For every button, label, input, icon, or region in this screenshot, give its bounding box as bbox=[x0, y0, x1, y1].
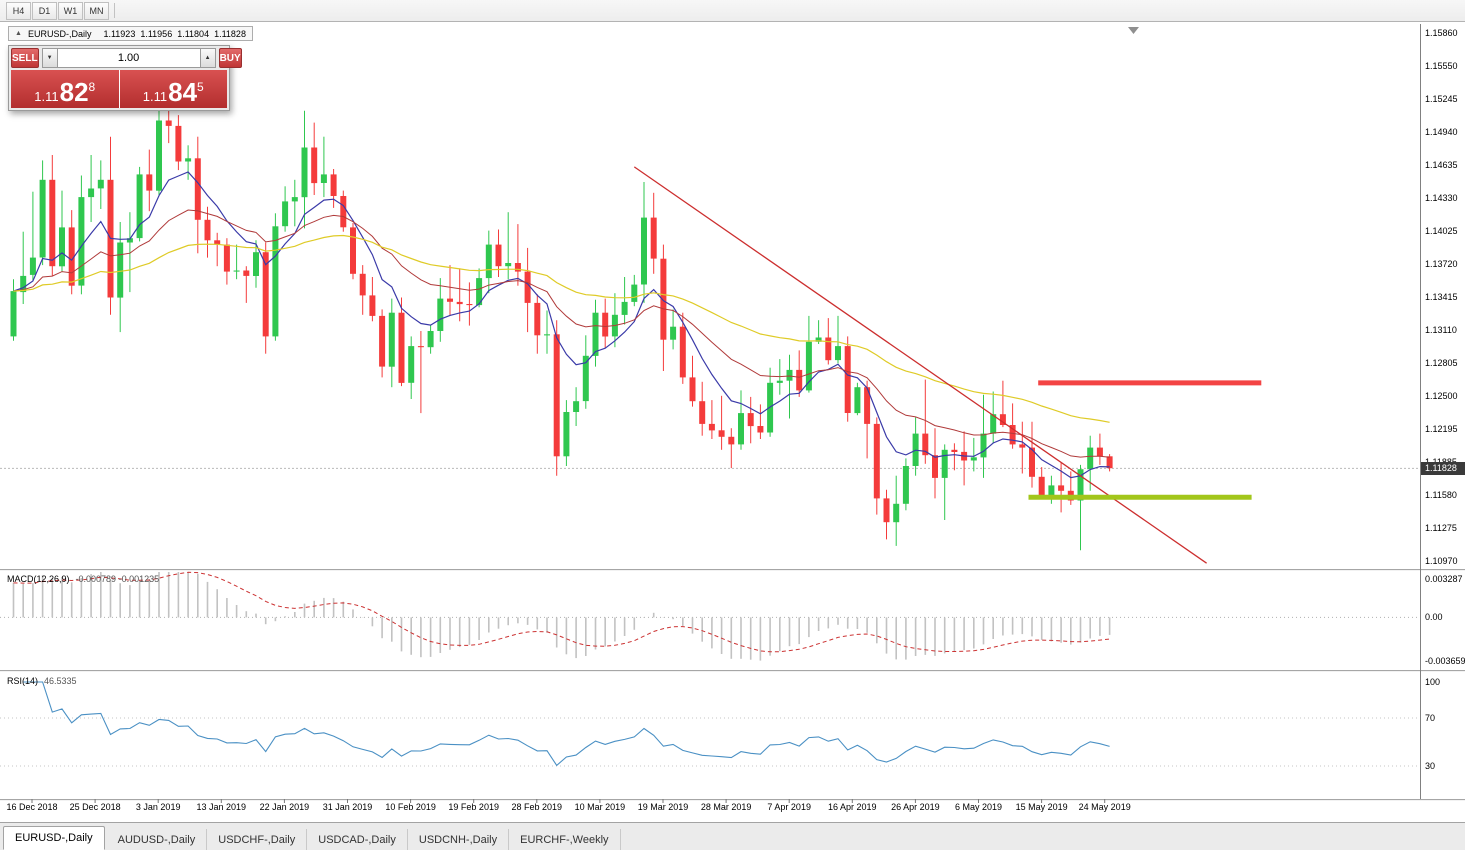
candles-layer bbox=[10, 104, 1113, 551]
chart-tab-eurusd-daily[interactable]: EURUSD-,Daily bbox=[3, 826, 105, 850]
volume-decrease-button[interactable]: ▼ bbox=[41, 48, 58, 68]
ohlc-open: 1.11923 bbox=[103, 28, 136, 39]
descending-trendline[interactable] bbox=[633, 166, 1207, 564]
sell-price-tile[interactable]: 1.11 82 8 bbox=[11, 70, 119, 108]
rsi-axis-label: 70 bbox=[1425, 713, 1436, 723]
rsi-value: 46.5335 bbox=[44, 676, 77, 686]
price-axis-label: 1.14025 bbox=[1425, 226, 1458, 237]
price-axis-label: 1.14940 bbox=[1425, 127, 1458, 138]
sell-button[interactable]: SELL bbox=[11, 48, 39, 68]
price-axis-label: 1.12805 bbox=[1425, 357, 1458, 368]
chart-tab-usdcnh-daily[interactable]: USDCNH-,Daily bbox=[408, 829, 510, 850]
price-axis-label: 1.13110 bbox=[1425, 324, 1457, 335]
buy-price-tile[interactable]: 1.11 84 5 bbox=[119, 70, 227, 108]
price-tile-divider bbox=[118, 70, 120, 108]
chart-canvas[interactable] bbox=[0, 0, 1465, 822]
price-axis-label: 1.11275 bbox=[1425, 523, 1457, 534]
trade-price-row: 1.11 82 8 1.11 84 5 bbox=[11, 70, 227, 108]
macd-axis-label: 0.00 bbox=[1425, 612, 1443, 623]
timeframe-group: H4 D1 W1 MN bbox=[6, 1, 110, 20]
price-axis-label: 1.11580 bbox=[1425, 490, 1457, 501]
macd-axis-label: 0.003287 bbox=[1425, 574, 1463, 584]
macd-axis-label: -0.003659 bbox=[1425, 656, 1465, 666]
volume-input[interactable] bbox=[57, 48, 200, 68]
top-toolbar: H4 D1 W1 MN bbox=[0, 0, 1465, 22]
ohlc-high: 1.11956 bbox=[140, 28, 173, 39]
chart-tab-usdchf-daily[interactable]: USDCHF-,Daily bbox=[207, 829, 308, 850]
sell-price-prefix: 1.11 bbox=[34, 89, 59, 104]
timeframe-mn[interactable]: MN bbox=[84, 1, 109, 20]
rsi-header: RSI(14) 46.5335 bbox=[7, 676, 77, 686]
rsi-axis-label: 30 bbox=[1425, 761, 1436, 771]
price-axis[interactable]: 1.15860 1.15550 1.15245 1.14940 1.14635 1.143… bbox=[1422, 0, 1465, 822]
price-axis-label: 1.14330 bbox=[1425, 193, 1458, 204]
rsi-axis-label: 100 bbox=[1425, 677, 1441, 687]
current-price-label: 1.11828 bbox=[1421, 461, 1465, 475]
price-axis-label: 1.15245 bbox=[1425, 94, 1458, 105]
macd-label: MACD(12,26,9) bbox=[7, 574, 70, 584]
price-axis-label: 1.13720 bbox=[1425, 259, 1458, 270]
price-axis-label: 1.10970 bbox=[1425, 556, 1458, 566]
buy-price-sup: 5 bbox=[197, 80, 204, 94]
macd-histogram bbox=[12, 572, 1111, 661]
price-axis-label: 1.14635 bbox=[1425, 160, 1458, 171]
chart-tab-eurchf-weekly[interactable]: EURCHF-,Weekly bbox=[509, 829, 621, 850]
price-axis-label: 1.12195 bbox=[1425, 423, 1458, 434]
buy-price-prefix: 1.11 bbox=[142, 89, 168, 104]
buy-price-big: 84 bbox=[168, 76, 198, 107]
collapse-panel-icon[interactable]: ▲ bbox=[15, 30, 22, 37]
price-axis-label: 1.12500 bbox=[1425, 390, 1458, 401]
chart-tab-audusd-daily[interactable]: AUDUSD-,Daily bbox=[107, 829, 208, 850]
macd-header: MACD(12,26,9) -0.000789 -0.001235 bbox=[7, 574, 159, 584]
timeframe-d1[interactable]: D1 bbox=[32, 1, 57, 20]
trade-controls-row: SELL ▼ ▲ BUY bbox=[11, 48, 242, 68]
price-axis-label: 1.13415 bbox=[1425, 292, 1458, 302]
ohlc-close: 1.11828 bbox=[214, 28, 246, 39]
price-axis-label: 1.15550 bbox=[1425, 61, 1458, 72]
price-axis-label: 1.15860 bbox=[1425, 28, 1458, 38]
volume-increase-button[interactable]: ▲ bbox=[199, 48, 216, 68]
sell-price-sup: 8 bbox=[88, 80, 96, 94]
sell-price-big: 82 bbox=[59, 76, 89, 107]
chart-symbol-label: EURUSD-,Daily bbox=[27, 28, 92, 39]
chart-shift-icon[interactable] bbox=[1128, 27, 1139, 34]
volume-stepper: ▼ ▲ bbox=[41, 48, 216, 68]
timeframe-h4[interactable]: H4 bbox=[6, 1, 31, 20]
ohlc-strip: ▲ EURUSD-,Daily 1.11923 1.11956 1.11804 … bbox=[8, 26, 253, 41]
ohlc-low: 1.11804 bbox=[177, 28, 210, 39]
timeframe-w1[interactable]: W1 bbox=[58, 1, 83, 20]
buy-button[interactable]: BUY bbox=[218, 48, 242, 68]
chart-tabbar: EURUSD-,Daily AUDUSD-,Daily USDCHF-,Daily U… bbox=[0, 822, 1465, 850]
toolbar-separator bbox=[114, 3, 115, 18]
chart-tab-usdcad-daily[interactable]: USDCAD-,Daily bbox=[307, 829, 408, 850]
macd-values: -0.000789 -0.001235 bbox=[75, 574, 160, 584]
rsi-label: RSI(14) bbox=[7, 676, 39, 686]
